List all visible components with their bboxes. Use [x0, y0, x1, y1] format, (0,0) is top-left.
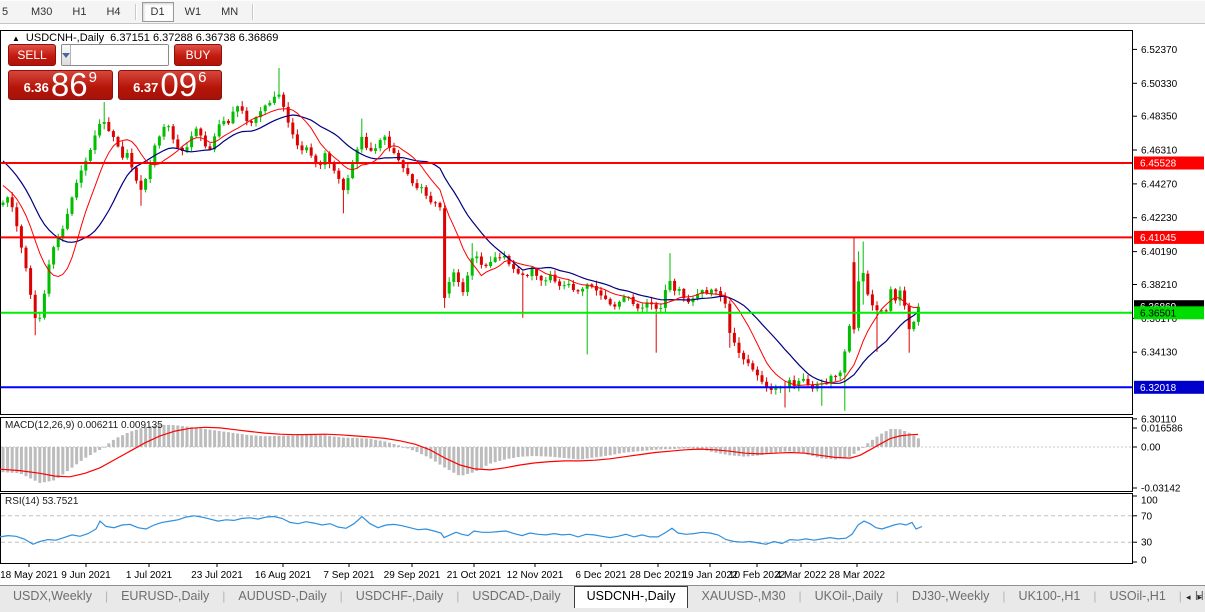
- svg-text:6.41045: 6.41045: [1140, 233, 1177, 244]
- macd-label: MACD(12,26,9) 0.006211 0.009135: [5, 420, 163, 431]
- chart-tab-hk50-h1[interactable]: HK50-,H1: [1194, 589, 1205, 603]
- buy-button[interactable]: BUY: [174, 44, 222, 66]
- timeframe-d1[interactable]: D1: [141, 1, 174, 22]
- timeframe-h1[interactable]: H1: [72, 5, 87, 18]
- sell-price-sup: 9: [88, 69, 97, 86]
- timeframe-toolbar: 5 M30 H1 H4 D1 W1 MN: [0, 0, 1205, 24]
- timeframe-mn[interactable]: MN: [221, 5, 239, 18]
- volume-decrease-button[interactable]: [62, 45, 71, 65]
- sell-price-big: 86: [50, 66, 88, 103]
- svg-text:6.45528: 6.45528: [1140, 159, 1177, 170]
- svg-text:6.44270: 6.44270: [1141, 179, 1178, 190]
- svg-text:6.30110: 6.30110: [1141, 414, 1177, 425]
- macd-name: MACD(12,26,9): [5, 420, 75, 431]
- tab-scroll-left-icon[interactable]: ◂: [1185, 592, 1191, 602]
- chart-tab-usdcad-daily[interactable]: USDCAD-,Daily: [472, 589, 561, 603]
- svg-text:1 Jul 2021: 1 Jul 2021: [126, 570, 173, 581]
- svg-text:6.50330: 6.50330: [1141, 79, 1178, 90]
- tab-separator: |: [1178, 589, 1182, 603]
- tab-separator: |: [1093, 589, 1097, 603]
- chart-tab-usdcnh-daily[interactable]: USDCNH-,Daily: [573, 586, 689, 608]
- macd-values: 0.006211 0.009135: [77, 420, 163, 431]
- tab-separator: |: [104, 589, 109, 603]
- svg-text:10 Feb 2022: 10 Feb 2022: [729, 570, 786, 581]
- svg-text:6.42230: 6.42230: [1141, 213, 1178, 224]
- volume-control: [61, 44, 169, 66]
- tab-separator: |: [1002, 589, 1006, 603]
- rsi-label: RSI(14) 53.7521: [5, 496, 78, 507]
- chart-tab-xauusd-m30[interactable]: XAUUSD-,M30: [701, 589, 786, 603]
- svg-text:6.40190: 6.40190: [1141, 247, 1178, 258]
- chart-tabs-bar: USDX,Weekly | EURUSD-,Daily | AUDUSD-,Daily |…: [0, 585, 1205, 612]
- chart-tab-usdx-weekly[interactable]: USDX,Weekly: [13, 589, 92, 603]
- chart-ohlc-values: 6.37151 6.37288 6.36738 6.36869: [110, 32, 279, 44]
- rsi-value: 53.7521: [42, 496, 79, 507]
- svg-text:30: 30: [1141, 538, 1153, 549]
- svg-text:4 Mar 2022: 4 Mar 2022: [776, 570, 827, 581]
- svg-text:28 Mar 2022: 28 Mar 2022: [829, 570, 886, 581]
- svg-text:16 Aug 2021: 16 Aug 2021: [255, 570, 312, 581]
- tab-separator: |: [222, 589, 226, 603]
- svg-text:0: 0: [1141, 556, 1147, 567]
- svg-text:6.48350: 6.48350: [1141, 112, 1178, 123]
- chart-tab-eurusd-daily[interactable]: EURUSD-,Daily: [121, 589, 210, 603]
- svg-text:-0.03142: -0.03142: [1141, 484, 1181, 495]
- buy-price-sup: 6: [198, 69, 207, 86]
- chart-tab-usdchf-daily[interactable]: USDCHF-,Daily: [355, 589, 444, 603]
- rsi-name: RSI(14): [5, 496, 40, 507]
- svg-text:28 Dec 2021: 28 Dec 2021: [630, 570, 687, 581]
- svg-text:7 Sep 2021: 7 Sep 2021: [323, 570, 375, 581]
- chart-tab-audusd-daily[interactable]: AUDUSD-,Daily: [238, 589, 327, 603]
- svg-text:6.32018: 6.32018: [1140, 383, 1177, 394]
- tab-scroll-right-icon[interactable]: ▸: [1197, 592, 1202, 602]
- volume-input[interactable]: [71, 45, 168, 65]
- svg-text:29 Sep 2021: 29 Sep 2021: [384, 570, 441, 581]
- price-chart[interactable]: 6.52370 6.50330 6.48350 6.46310 6.44270 6.422…: [0, 24, 1205, 586]
- sell-button[interactable]: SELL: [8, 44, 56, 66]
- svg-text:100: 100: [1141, 496, 1158, 507]
- sell-price-panel[interactable]: 6.36 86 9: [8, 66, 113, 103]
- triangle-down-icon: [62, 52, 70, 58]
- chart-tab-usoil-h1[interactable]: USOil-,H1: [1109, 589, 1166, 603]
- tab-separator: |: [798, 589, 802, 603]
- toolbar-separator: [252, 3, 255, 20]
- chart-title: ▲ USDCNH-,Daily 6.37151 6.37288 6.36738 …: [12, 32, 278, 44]
- buy-price-prefix: 6.37: [133, 80, 159, 95]
- tab-separator: |: [895, 589, 899, 603]
- svg-text:70: 70: [1141, 511, 1153, 522]
- sell-price-prefix: 6.36: [23, 80, 49, 95]
- timeframe-w1[interactable]: W1: [184, 5, 202, 18]
- chart-tab-uk100-h1[interactable]: UK100-,H1: [1018, 589, 1081, 603]
- svg-text:6.36501: 6.36501: [1140, 308, 1177, 319]
- svg-text:6.52370: 6.52370: [1141, 45, 1178, 56]
- toolbar-separator: [134, 3, 137, 20]
- svg-text:6.46310: 6.46310: [1141, 146, 1178, 157]
- svg-text:9 Jun 2021: 9 Jun 2021: [61, 570, 111, 581]
- svg-text:6.38210: 6.38210: [1141, 280, 1178, 291]
- svg-text:0.00: 0.00: [1141, 443, 1161, 454]
- svg-text:23 Jul 2021: 23 Jul 2021: [191, 570, 243, 581]
- tab-separator: |: [456, 589, 460, 603]
- svg-text:19 Jan 2022: 19 Jan 2022: [682, 570, 737, 581]
- svg-text:6.34130: 6.34130: [1141, 348, 1178, 359]
- svg-text:21 Oct 2021: 21 Oct 2021: [447, 570, 502, 581]
- svg-text:12 Nov 2021: 12 Nov 2021: [507, 570, 564, 581]
- svg-text:0.016586: 0.016586: [1141, 424, 1183, 435]
- chart-symbol-label: USDCNH-,Daily: [25, 32, 105, 44]
- svg-text:6 Dec 2021: 6 Dec 2021: [575, 570, 627, 581]
- tab-separator: |: [339, 589, 343, 603]
- timeframe-5[interactable]: 5: [2, 5, 9, 18]
- chart-window[interactable]: 6.52370 6.50330 6.48350 6.46310 6.44270 6.422…: [0, 24, 1205, 586]
- buy-price-big: 09: [160, 66, 198, 103]
- chart-tab-dj30-weekly[interactable]: DJ30-,Weekly: [911, 589, 990, 603]
- chart-tab-ukoil-daily[interactable]: UKOil-,Daily: [814, 589, 883, 603]
- timeframe-m30[interactable]: M30: [31, 5, 53, 18]
- buy-price-panel[interactable]: 6.37 09 6: [117, 66, 222, 103]
- timeframe-h4[interactable]: H4: [106, 5, 121, 18]
- svg-text:18 May 2021: 18 May 2021: [0, 570, 58, 581]
- collapse-triangle-icon: ▲: [12, 33, 20, 43]
